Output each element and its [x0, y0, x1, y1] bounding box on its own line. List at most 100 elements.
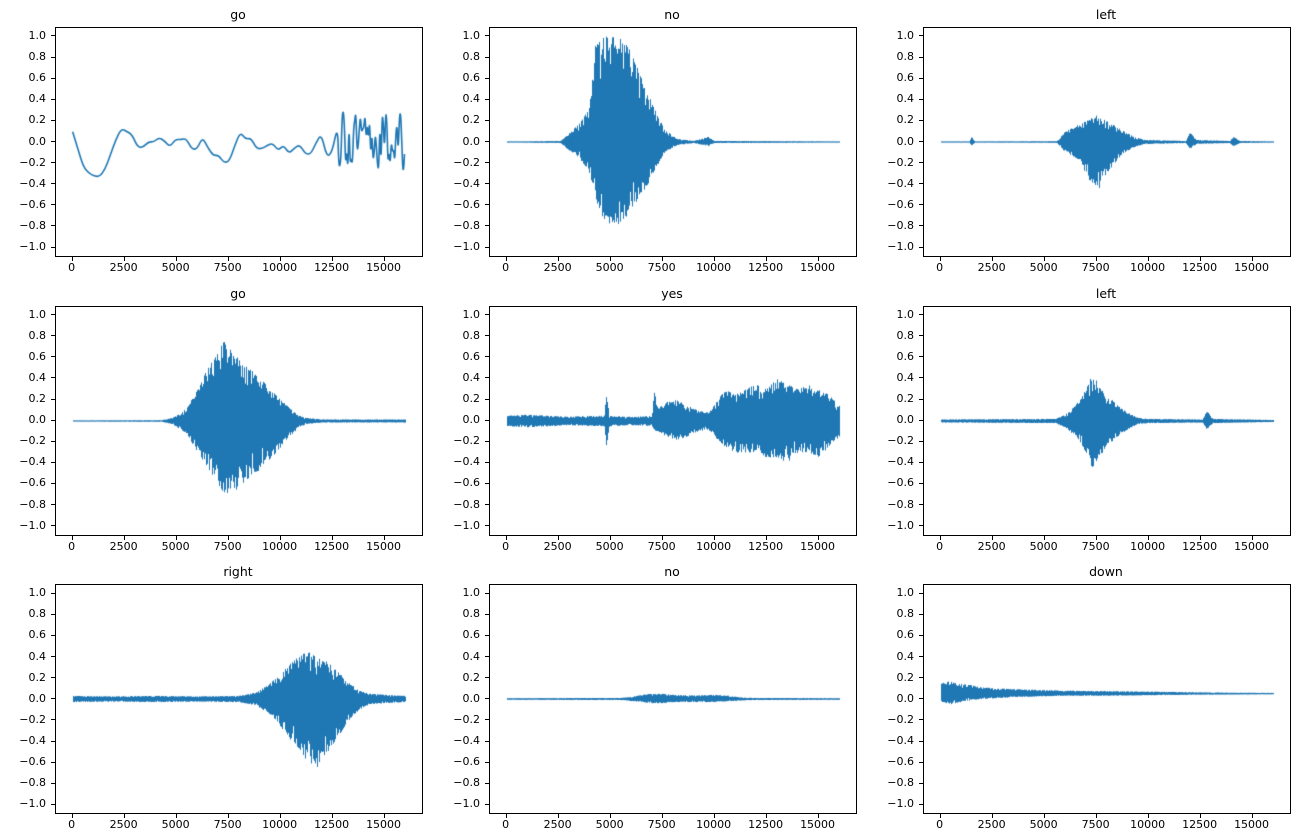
waveform-canvas	[490, 306, 856, 535]
y-tick-mark	[919, 398, 923, 400]
subplot-title: left	[1095, 7, 1117, 22]
y-tick-label: 0.0	[28, 691, 47, 705]
y-tick-label: 0.0	[896, 691, 915, 705]
y-tick-label: 0.2	[462, 670, 481, 684]
y-tick-label: 0.4	[896, 92, 915, 106]
y-tick-label: 0.0	[896, 413, 915, 427]
x-tick-mark	[1199, 257, 1201, 261]
x-tick-mark	[817, 814, 819, 819]
x-tick-mark	[71, 257, 73, 261]
x-tick-mark	[331, 814, 333, 819]
y-tick-label: 1.0	[896, 586, 915, 600]
subplot-8: no 1.0 0.8 0.6 0.4 0.2 0.0 −0.2 −0.4 −0.6 −0.8 −1.…	[434, 557, 868, 835]
y-tick-label: −1.0	[19, 240, 46, 254]
y-tick-mark	[51, 740, 55, 742]
y-tick-label: −0.2	[453, 155, 480, 169]
y-tick-mark	[51, 761, 55, 763]
y-tick-label: 0.2	[28, 392, 47, 406]
y-tick-mark	[919, 461, 923, 463]
y-tick-mark	[485, 119, 489, 121]
y-tick-mark	[919, 419, 923, 421]
y-tick-mark	[485, 803, 489, 805]
x-tick-label: 15000	[366, 539, 402, 553]
y-tick-label: 0.2	[896, 113, 915, 127]
y-tick-label: 0.8	[462, 50, 481, 64]
y-tick-mark	[485, 398, 489, 400]
y-tick-label: 0.4	[28, 649, 47, 663]
x-tick-mark	[1199, 535, 1201, 540]
y-tick-mark	[485, 656, 489, 658]
x-tick-label: 7500	[213, 818, 242, 832]
subplot-9: down 1.0 0.8 0.6 0.4 0.2 0.0 −0.2 −0.4 −0.6 −0.8 −…	[868, 557, 1302, 835]
y-tick-mark	[51, 461, 55, 463]
y-tick-mark	[485, 504, 489, 506]
y-tick-label: 0.8	[896, 607, 915, 621]
y-tick-mark	[919, 719, 923, 721]
y-tick-mark	[51, 35, 55, 37]
y-tick-mark	[51, 525, 55, 527]
plot-area	[489, 305, 857, 536]
x-tick-label: 0	[936, 261, 944, 274]
x-tick-label: 5000	[595, 818, 624, 832]
y-tick-label: −0.8	[453, 218, 480, 232]
y-tick-label: −0.8	[19, 497, 46, 511]
y-tick-mark	[51, 77, 55, 79]
x-tick-mark	[1043, 535, 1045, 540]
x-tick-label: 10000	[262, 539, 298, 553]
x-tick-mark	[227, 535, 229, 540]
x-tick-label: 7500	[213, 261, 242, 274]
y-tick-label: −0.8	[887, 497, 914, 511]
x-tick-label: 0	[502, 539, 510, 553]
y-tick-label: 0.6	[462, 349, 481, 363]
y-tick-label: −0.6	[453, 755, 480, 769]
x-tick-label: 7500	[1081, 261, 1110, 274]
plot-area	[55, 584, 423, 815]
x-tick-label: 7500	[647, 539, 676, 553]
plot-area	[489, 27, 857, 257]
x-tick-mark	[383, 535, 385, 540]
y-tick-mark	[485, 440, 489, 442]
y-tick-mark	[51, 183, 55, 185]
y-tick-label: 0.0	[462, 691, 481, 705]
y-tick-mark	[51, 719, 55, 721]
subplot-title: no	[664, 564, 680, 580]
x-tick-label: 2500	[109, 539, 138, 553]
x-tick-label: 5000	[1029, 818, 1058, 832]
y-tick-label: −0.8	[887, 218, 914, 232]
x-tick-label: 5000	[1029, 261, 1058, 274]
x-tick-mark	[1251, 814, 1253, 819]
x-tick-mark	[1095, 814, 1097, 819]
y-tick-label: 0.0	[896, 134, 915, 148]
y-tick-label: 0.6	[896, 71, 915, 85]
y-tick-mark	[485, 77, 489, 79]
y-tick-mark	[919, 314, 923, 316]
y-tick-label: 0.8	[896, 50, 915, 64]
y-tick-label: 0.4	[462, 649, 481, 663]
x-tick-label: 5000	[595, 261, 624, 274]
y-tick-mark	[919, 656, 923, 658]
y-tick-label: 0.2	[896, 392, 915, 406]
y-tick-mark	[51, 677, 55, 679]
plot-area	[55, 27, 423, 257]
y-tick-mark	[51, 803, 55, 805]
x-tick-mark	[661, 257, 663, 261]
waveform-canvas	[56, 28, 422, 256]
plot-area	[923, 27, 1291, 257]
x-tick-mark	[557, 814, 559, 819]
x-tick-label: 7500	[647, 818, 676, 832]
x-tick-label: 15000	[366, 818, 402, 832]
y-tick-mark	[51, 398, 55, 400]
plot-area	[923, 584, 1291, 815]
plot-area	[55, 305, 423, 536]
y-tick-label: 1.0	[896, 28, 915, 42]
y-tick-mark	[919, 35, 923, 37]
subplot-title: down	[1089, 564, 1123, 580]
x-tick-mark	[279, 535, 281, 540]
y-tick-mark	[485, 183, 489, 185]
y-tick-label: −1.0	[453, 518, 480, 532]
x-tick-mark	[713, 257, 715, 261]
y-tick-label: 0.8	[28, 328, 47, 342]
plot-area	[923, 305, 1291, 536]
y-tick-mark	[919, 740, 923, 742]
y-tick-mark	[485, 356, 489, 358]
